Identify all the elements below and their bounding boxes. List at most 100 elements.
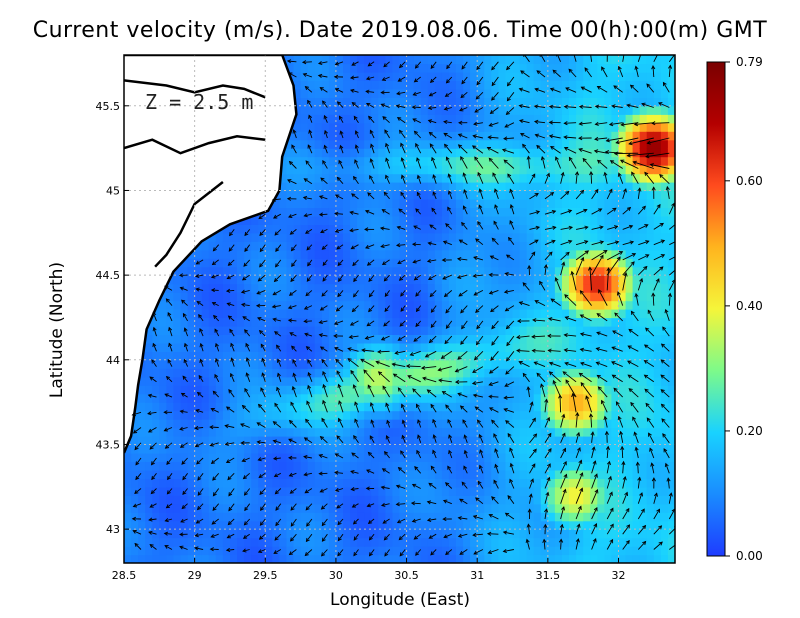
vector-arrow xyxy=(179,532,188,537)
vector-arrow xyxy=(478,464,484,474)
vector-arrow xyxy=(502,548,514,554)
vector-arrow xyxy=(400,305,406,312)
vector-arrow xyxy=(259,259,266,268)
vector-arrow xyxy=(564,316,577,322)
vector-arrow xyxy=(259,229,266,236)
vector-arrow xyxy=(195,287,204,292)
vector-arrow xyxy=(290,503,297,511)
vector-arrow xyxy=(380,103,390,108)
vector-arrow xyxy=(585,395,593,413)
vector-arrow xyxy=(540,156,546,169)
vector-arrow xyxy=(181,503,188,510)
vector-arrow xyxy=(286,59,297,64)
vector-arrow xyxy=(471,381,483,386)
y-axis: 43 43.5 44 44.5 45 45.5 xyxy=(96,100,129,536)
vector-arrow xyxy=(240,423,250,428)
vector-arrow xyxy=(350,469,359,475)
vector-arrow xyxy=(212,473,220,481)
vector-arrow xyxy=(196,391,204,398)
vector-arrow xyxy=(491,92,499,101)
y-tick-label: 44.5 xyxy=(96,269,121,282)
vector-arrow xyxy=(605,445,611,459)
vector-arrow xyxy=(563,333,577,338)
vector-arrow xyxy=(634,446,639,459)
vector-arrow xyxy=(391,362,406,368)
colorbar-ticks: 0.00 0.20 0.40 0.60 0.79 xyxy=(725,55,763,563)
vector-arrow xyxy=(195,408,204,413)
vector-arrow xyxy=(165,503,173,509)
vector-arrow xyxy=(276,386,282,398)
vector-arrow xyxy=(622,206,632,215)
vector-arrow xyxy=(336,435,344,444)
vector-arrow xyxy=(257,316,266,322)
vector-arrow xyxy=(460,305,468,314)
x-axis: 28.5 29 29.5 30 30.5 31 31.5 32 xyxy=(112,558,625,582)
vector-arrow xyxy=(196,300,204,306)
vector-arrow xyxy=(334,346,344,352)
vector-arrow xyxy=(531,334,546,339)
vector-arrow xyxy=(544,508,549,520)
vector-arrow xyxy=(612,330,623,337)
vector-arrow xyxy=(322,100,328,108)
vector-arrow xyxy=(438,378,452,383)
vector-arrow xyxy=(306,518,313,527)
vector-arrow xyxy=(413,274,421,281)
vector-arrow xyxy=(533,361,546,368)
vector-arrow xyxy=(611,104,623,109)
vector-arrow xyxy=(225,547,235,553)
vector-arrow xyxy=(287,318,297,323)
vector-arrow xyxy=(420,365,437,370)
vector-arrow xyxy=(595,347,608,352)
vector-arrow xyxy=(460,335,468,345)
vector-arrow xyxy=(336,244,344,250)
vector-arrow xyxy=(653,492,658,504)
vector-arrow xyxy=(415,142,422,154)
vector-arrow xyxy=(660,359,670,367)
vector-arrow xyxy=(571,392,577,413)
vector-arrow xyxy=(380,485,390,490)
vector-arrow xyxy=(520,70,530,78)
vector-arrow xyxy=(291,259,297,268)
vector-arrow xyxy=(259,518,266,526)
vector-arrow xyxy=(194,442,204,448)
vector-arrow xyxy=(334,88,344,93)
vector-arrow xyxy=(415,290,422,297)
vector-arrow xyxy=(415,305,422,313)
vector-arrow xyxy=(518,361,530,368)
vector-arrow xyxy=(321,244,328,250)
vector-arrow xyxy=(658,102,670,108)
vector-arrow xyxy=(258,533,266,540)
vector-arrow xyxy=(287,305,297,310)
vector-arrow xyxy=(397,335,406,341)
vector-arrow xyxy=(460,91,468,99)
vector-arrow xyxy=(416,403,422,413)
vector-arrow xyxy=(494,463,499,474)
x-tick-label: 30.5 xyxy=(394,569,419,582)
vector-arrow xyxy=(179,286,188,291)
colorbar-tick-label: 0.00 xyxy=(736,549,763,563)
vector-arrow xyxy=(518,301,530,307)
vector-arrow xyxy=(547,348,561,353)
vector-arrow xyxy=(598,288,608,306)
vector-arrow xyxy=(323,114,328,123)
vector-arrow xyxy=(195,259,204,265)
vector-arrow xyxy=(181,457,188,465)
vector-arrow xyxy=(596,331,608,337)
vector-arrow xyxy=(150,457,157,466)
vector-arrow xyxy=(417,434,422,443)
vector-arrow xyxy=(164,545,173,550)
vector-arrow xyxy=(337,259,344,267)
vector-arrow xyxy=(303,305,313,310)
vector-arrow xyxy=(544,448,552,459)
vector-arrow xyxy=(653,278,660,291)
vector-arrow xyxy=(591,506,598,520)
vector-arrow xyxy=(375,360,390,368)
vector-arrow xyxy=(428,533,437,539)
vector-arrow xyxy=(622,240,635,246)
vector-arrow xyxy=(426,500,437,505)
vector-arrow xyxy=(397,76,406,82)
vector-arrow xyxy=(304,488,313,494)
vector-arrow xyxy=(634,292,639,306)
x-tick-label: 28.5 xyxy=(112,569,137,582)
vector-arrow xyxy=(478,204,484,215)
